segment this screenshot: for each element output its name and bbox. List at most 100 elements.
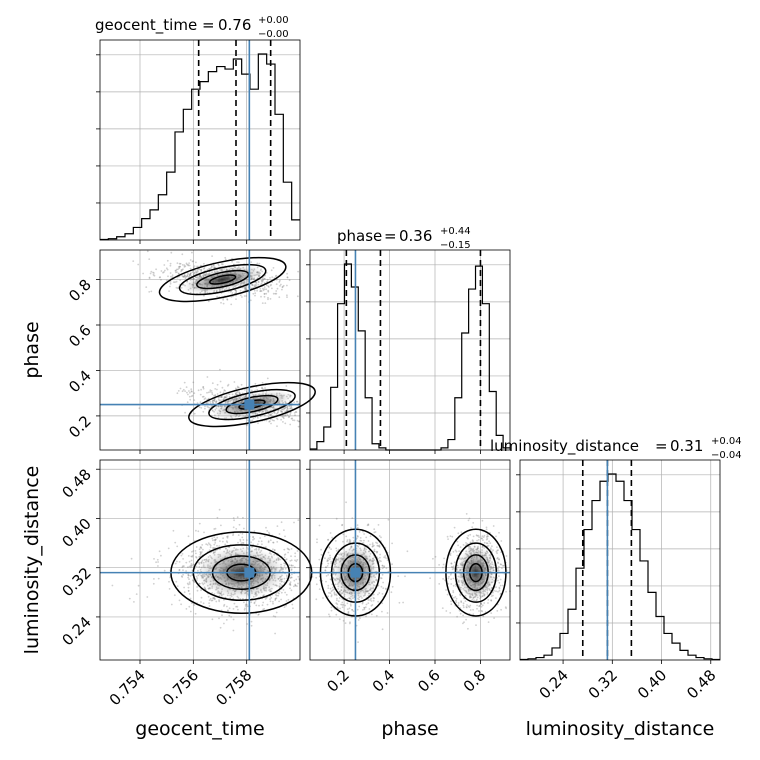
sample-point (254, 294, 256, 297)
sample-point (208, 602, 211, 604)
sample-point (213, 399, 215, 402)
sample-point (263, 282, 266, 284)
sample-point (279, 279, 281, 282)
sample-point (352, 610, 355, 613)
sample-point (174, 541, 177, 544)
sample-point (187, 590, 190, 592)
sample-point (244, 603, 247, 606)
sample-point (230, 303, 233, 306)
sample-point (257, 281, 260, 284)
sample-point (336, 599, 338, 602)
sample-point (289, 412, 292, 414)
sample-point (191, 579, 194, 582)
sample-point (500, 563, 503, 566)
sample-point (276, 418, 279, 421)
sample-point (253, 537, 256, 540)
sample-point (182, 388, 185, 391)
sample-point (263, 288, 266, 290)
sample-point (208, 268, 210, 270)
sample-point (264, 387, 266, 389)
sample-point (272, 541, 275, 544)
sample-point (189, 398, 192, 401)
sample-point (478, 610, 480, 612)
sample-point (267, 289, 270, 292)
sample-point (326, 560, 329, 563)
sample-point (207, 391, 210, 394)
sample-point (345, 501, 347, 504)
sample-point (175, 580, 178, 583)
sample-point (224, 543, 227, 546)
sample-point (498, 586, 501, 589)
sample-point (242, 539, 245, 541)
sample-point (243, 601, 245, 604)
sample-point (256, 389, 259, 391)
sample-point (202, 386, 205, 389)
sample-point (244, 607, 246, 610)
sample-point (165, 267, 168, 270)
sample-point (359, 539, 362, 542)
sample-point (224, 396, 227, 399)
sample-point (180, 269, 183, 271)
sample-point (152, 273, 155, 276)
sample-point (449, 573, 452, 576)
sample-point (232, 517, 235, 519)
sample-point (204, 407, 206, 410)
sample-point (432, 557, 434, 560)
sample-point (242, 542, 245, 544)
sample-point (331, 589, 334, 591)
sample-point (222, 298, 225, 301)
sample-point (215, 400, 218, 402)
sample-point (476, 607, 478, 610)
sample-point (243, 295, 246, 297)
sample-point (273, 549, 276, 552)
sample-point (217, 263, 220, 266)
sample-point (150, 270, 153, 273)
sample-point (284, 553, 287, 556)
sample-point (465, 618, 467, 621)
sample-point (177, 268, 179, 271)
sample-point (330, 548, 332, 550)
sample-point (344, 604, 347, 607)
sample-point (174, 271, 177, 274)
sample-point (220, 396, 223, 398)
sample-point (293, 521, 295, 524)
sample-point (256, 262, 259, 265)
sample-point (186, 263, 188, 266)
sample-point (179, 387, 182, 390)
sample-point (295, 411, 298, 413)
sample-point (288, 405, 291, 408)
sample-point (442, 578, 444, 580)
sample-point (222, 537, 225, 540)
sample-point (480, 602, 482, 604)
sample-point (480, 537, 483, 540)
sample-point (234, 393, 237, 395)
sample-point (241, 296, 243, 298)
sample-point (481, 610, 484, 613)
sample-point (383, 566, 385, 568)
sample-point (497, 568, 500, 570)
sample-point (369, 599, 372, 601)
sample-point (289, 581, 292, 583)
sample-point (345, 535, 348, 538)
sample-point (187, 566, 189, 569)
sample-point (258, 613, 260, 616)
sample-point (296, 400, 299, 403)
sample-point (237, 608, 239, 611)
sample-point (288, 279, 291, 282)
sample-point (251, 284, 254, 287)
sample-point (480, 537, 483, 540)
sample-point (356, 524, 359, 526)
sample-point (391, 542, 393, 545)
sample-point (216, 388, 218, 391)
sample-point (287, 416, 290, 419)
sample-point (179, 265, 181, 268)
sample-point (187, 273, 190, 275)
sample-point (291, 603, 294, 606)
sample-point (504, 606, 507, 608)
sample-point (471, 539, 474, 542)
sample-point (202, 386, 205, 388)
sample-point (196, 586, 199, 588)
sample-point (246, 539, 248, 541)
sample-point (328, 592, 330, 594)
sample-point (378, 559, 381, 562)
